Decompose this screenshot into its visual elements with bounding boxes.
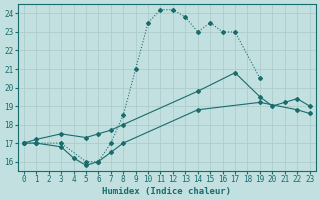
X-axis label: Humidex (Indice chaleur): Humidex (Indice chaleur) bbox=[102, 187, 231, 196]
